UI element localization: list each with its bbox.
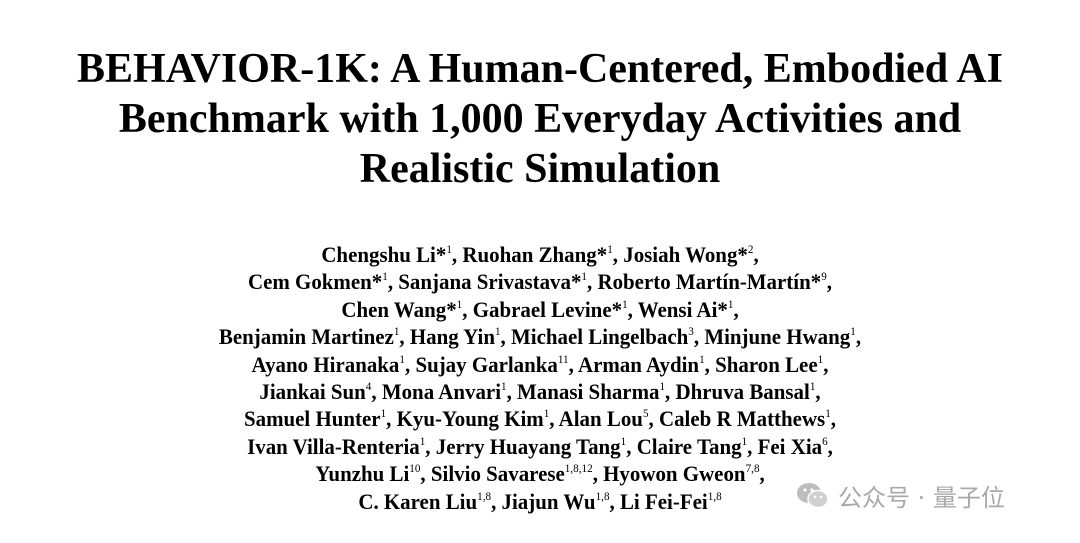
author-name: Sharon Lee bbox=[715, 351, 818, 377]
author-list: Chengshu Li*1, Ruohan Zhang*1, Josiah Wo… bbox=[0, 241, 1080, 515]
author-name: Mona Anvari bbox=[381, 379, 502, 405]
author-name: Silvio Savarese bbox=[430, 461, 565, 487]
author-affiliation: 1,8 bbox=[477, 488, 492, 503]
author-line: Yunzhu Li10, Silvio Savarese1,8,12, Hyow… bbox=[315, 461, 765, 487]
author-name: Dhruva Bansal bbox=[675, 379, 810, 405]
author-affiliation: 1 bbox=[620, 433, 627, 448]
watermark: 公众号 · 量子位 bbox=[796, 478, 1005, 513]
author-name: Jerry Huayang Tang bbox=[435, 433, 621, 459]
author-affiliation: 6 bbox=[822, 433, 828, 448]
title-line: Benchmark with 1,000 Everyday Activities… bbox=[118, 96, 962, 142]
author-affiliation: 9 bbox=[821, 269, 827, 284]
author-name: Minjune Hwang bbox=[704, 324, 851, 350]
author-line: Jiankai Sun4, Mona Anvari1, Manasi Sharm… bbox=[259, 379, 821, 405]
watermark-text: 公众号 · 量子位 bbox=[838, 484, 1005, 512]
author-affiliation: 1,8 bbox=[707, 488, 722, 503]
author-name: Cem Gokmen* bbox=[247, 269, 383, 295]
author-name: Caleb R Matthews bbox=[658, 406, 826, 432]
author-affiliation: 1 bbox=[446, 242, 452, 256]
author-affiliation: 1 bbox=[699, 351, 705, 366]
author-name: Sanjana Srivastava* bbox=[398, 269, 582, 295]
author-affiliation: 10 bbox=[409, 461, 421, 476]
author-name: Samuel Hunter bbox=[243, 406, 381, 432]
author-affiliation: 1 bbox=[659, 379, 666, 394]
author-name: Benjamin Martinez bbox=[218, 324, 394, 350]
author-name: Arman Aydin bbox=[577, 351, 700, 377]
author-name: Chen Wang* bbox=[341, 296, 457, 322]
author-name: Roberto Martín-Martín* bbox=[597, 269, 822, 295]
author-affiliation: 1 bbox=[419, 433, 426, 448]
author-affiliation: 2 bbox=[747, 242, 754, 256]
title-line: Realistic Simulation bbox=[359, 146, 721, 192]
author-affiliation: 1 bbox=[380, 406, 387, 421]
author-name: Claire Tang bbox=[636, 433, 742, 459]
author-name: Ayano Hiranaka bbox=[251, 351, 400, 377]
author-affiliation: 1 bbox=[543, 406, 550, 421]
author-name: Yunzhu Li bbox=[315, 461, 410, 487]
author-name: Ruohan Zhang* bbox=[462, 242, 608, 267]
author-affiliation: 1 bbox=[399, 351, 405, 366]
author-affiliation: 1 bbox=[382, 269, 388, 284]
author-affiliation: 11 bbox=[557, 351, 569, 366]
author-affiliation: 1 bbox=[850, 324, 856, 339]
author-name: Alan Lou bbox=[558, 406, 643, 432]
author-affiliation: 1 bbox=[456, 296, 463, 311]
author-name: Josiah Wong* bbox=[623, 242, 748, 267]
author-line: Ayano Hiranaka1, Sujay Garlanka11, Arman… bbox=[251, 351, 829, 377]
author-line: Ivan Villa-Renteria1, Jerry Huayang Tang… bbox=[247, 433, 833, 459]
author-name: Li Fei-Fei bbox=[619, 488, 708, 514]
author-name: Hang Yin bbox=[409, 324, 495, 350]
author-affiliation: 1 bbox=[581, 269, 588, 284]
author-line: Cem Gokmen*1, Sanjana Srivastava*1, Robe… bbox=[247, 269, 833, 295]
author-name: Hyowon Gweon bbox=[603, 461, 746, 487]
wechat-icon bbox=[796, 481, 830, 511]
author-affiliation: 1 bbox=[494, 324, 501, 339]
author-name: Chengshu Li* bbox=[321, 242, 447, 267]
author-affiliation: 1 bbox=[741, 433, 748, 448]
author-name: C. Karen Liu bbox=[358, 488, 478, 514]
author-name: Wensi Ai* bbox=[637, 296, 728, 322]
author-name: Jiankai Sun bbox=[259, 379, 366, 405]
author-line: Samuel Hunter1, Kyu-Young Kim1, Alan Lou… bbox=[243, 406, 837, 432]
author-affiliation: 7,8 bbox=[745, 461, 760, 476]
author-affiliation: 1,8,12 bbox=[564, 461, 593, 476]
author-affiliation: 1 bbox=[809, 379, 816, 394]
author-affiliation: 1 bbox=[607, 242, 613, 256]
title-line: BEHAVIOR-1K: A Human-Centered, Embodied … bbox=[76, 46, 1004, 92]
author-affiliation: 1 bbox=[393, 324, 400, 339]
paper-title: BEHAVIOR-1K: A Human-Centered, Embodied … bbox=[0, 44, 1080, 194]
author-name: Ivan Villa-Renteria bbox=[247, 433, 420, 459]
author-name: Manasi Sharma bbox=[517, 379, 660, 405]
author-line: C. Karen Liu1,8, Jiajun Wu1,8, Li Fei-Fe… bbox=[358, 488, 722, 514]
author-name: Sujay Garlanka bbox=[415, 351, 558, 377]
author-affiliation: 4 bbox=[365, 379, 372, 394]
author-affiliation: 1 bbox=[727, 296, 734, 311]
author-line: Chengshu Li*1, Ruohan Zhang*1, Josiah Wo… bbox=[321, 242, 759, 267]
author-line: Chen Wang*1, Gabrael Levine*1, Wensi Ai*… bbox=[341, 296, 739, 322]
author-affiliation: 5 bbox=[642, 406, 649, 421]
author-line: Benjamin Martinez1, Hang Yin1, Michael L… bbox=[218, 324, 862, 350]
author-name: Fei Xia bbox=[757, 433, 823, 459]
author-name: Kyu-Young Kim bbox=[396, 406, 544, 432]
author-name: Gabrael Levine* bbox=[472, 296, 623, 322]
author-name: Jiajun Wu bbox=[501, 488, 596, 514]
author-affiliation: 1,8 bbox=[595, 488, 610, 503]
author-affiliation: 1 bbox=[825, 406, 831, 421]
author-affiliation: 1 bbox=[501, 379, 507, 394]
author-affiliation: 1 bbox=[622, 296, 628, 311]
author-affiliation: 3 bbox=[688, 324, 694, 339]
author-name: Michael Lingelbach bbox=[511, 324, 689, 350]
author-affiliation: 1 bbox=[817, 351, 824, 366]
